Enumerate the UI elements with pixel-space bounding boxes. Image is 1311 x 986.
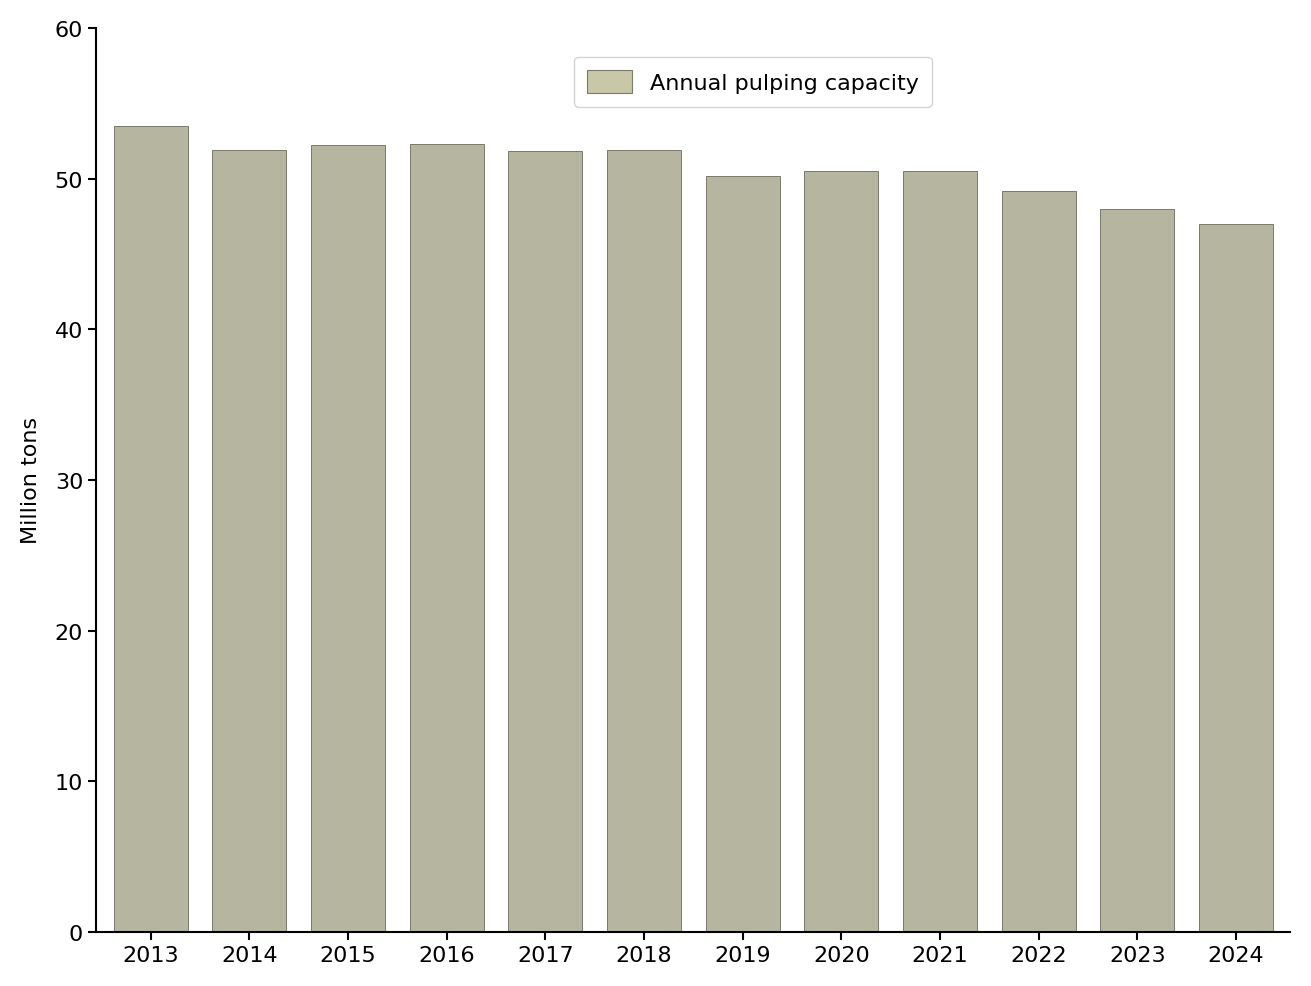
Bar bbox=[114, 126, 187, 932]
Y-axis label: Million tons: Million tons bbox=[21, 417, 41, 544]
Bar bbox=[1100, 209, 1175, 932]
Bar bbox=[212, 151, 286, 932]
Bar bbox=[311, 146, 385, 932]
Bar bbox=[804, 172, 878, 932]
Bar bbox=[607, 151, 680, 932]
Bar bbox=[509, 152, 582, 932]
Legend: Annual pulping capacity: Annual pulping capacity bbox=[574, 58, 932, 107]
Bar bbox=[1002, 191, 1075, 932]
Bar bbox=[903, 172, 977, 932]
Bar bbox=[705, 176, 780, 932]
Bar bbox=[1198, 225, 1273, 932]
Bar bbox=[409, 145, 484, 932]
